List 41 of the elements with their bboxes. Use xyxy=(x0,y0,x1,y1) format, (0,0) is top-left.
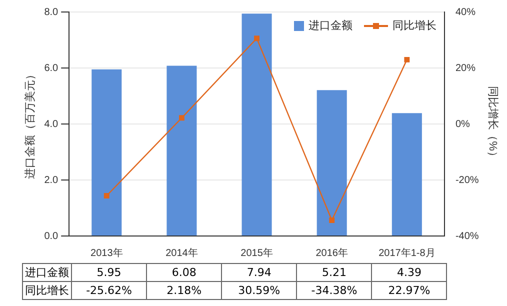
y2-axis-title: 同比增长（%） xyxy=(486,86,500,162)
data-label: 2.18% xyxy=(146,282,222,300)
bar xyxy=(166,66,197,236)
data-label: 7.94 xyxy=(222,264,297,282)
y2-tick-label: 40% xyxy=(455,6,476,18)
x-tick-label: 2013年 xyxy=(90,246,123,259)
y-tick-label: 0.0 xyxy=(44,230,59,242)
point xyxy=(404,56,410,62)
y2-tick-label: 20% xyxy=(455,62,476,74)
data-label: 22.97% xyxy=(372,282,447,300)
text: 进口金额 xyxy=(25,266,69,279)
data-label: 5.21 xyxy=(296,264,372,282)
y2-tick-label: -20% xyxy=(455,174,479,186)
y2-tick-label: 0% xyxy=(455,118,470,130)
bar xyxy=(392,113,422,236)
bar xyxy=(242,14,272,236)
legend-label: 同比增长 xyxy=(392,18,436,33)
y-tick-label: 8.0 xyxy=(44,6,59,18)
data-label: 6.08 xyxy=(146,264,222,282)
y-tick-label: 2.0 xyxy=(44,174,59,186)
data-label: 4.39 xyxy=(372,264,447,282)
y-axis-title: 进口金额（百万美元） xyxy=(24,69,37,179)
y-tick-label: 4.0 xyxy=(44,118,59,130)
bar xyxy=(92,69,122,236)
x-tick-label: 2017年1-8月 xyxy=(378,246,436,259)
x-tick-label: 2016年 xyxy=(316,246,348,259)
y2-tick-label: -40% xyxy=(455,230,479,242)
bar xyxy=(316,90,347,236)
data-label: -25.62% xyxy=(72,282,147,300)
legend-label: 进口金额 xyxy=(308,18,352,33)
text: 同比增长 xyxy=(25,284,69,297)
data-label: 5.95 xyxy=(72,264,147,282)
data-label: -34.38% xyxy=(296,282,372,300)
x-tick-label: 2015年 xyxy=(240,246,273,259)
point xyxy=(104,193,110,198)
data-label: 30.59% xyxy=(222,282,297,300)
point xyxy=(329,218,335,223)
point xyxy=(178,115,184,121)
point xyxy=(254,36,260,42)
x-tick-label: 2014年 xyxy=(166,246,198,259)
y-tick-label: 6.0 xyxy=(44,62,59,74)
